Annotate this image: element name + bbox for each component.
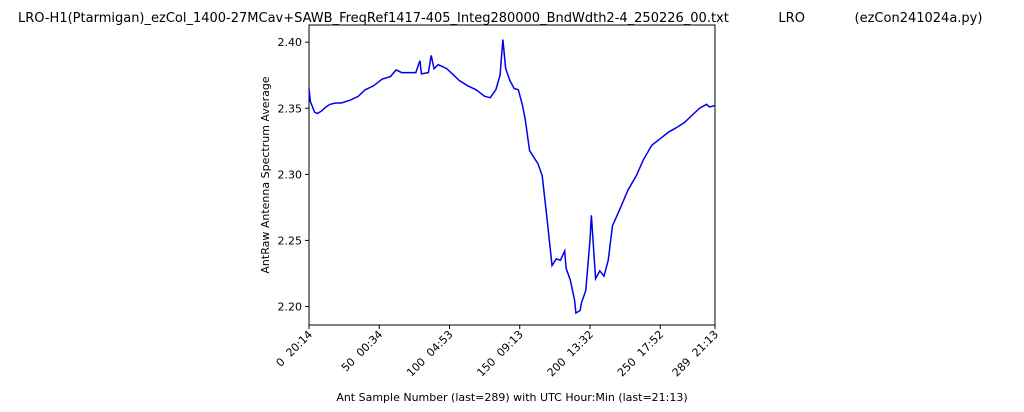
y-axis-label: AntRaw Antenna Spectrum Average <box>259 76 272 273</box>
data-line <box>308 39 716 315</box>
y-tick-label: 2.35 <box>278 102 303 115</box>
x-tick-label: 0 20:14 <box>274 328 316 370</box>
y-tick-label: 2.20 <box>278 300 303 313</box>
x-tick-label: 150 09:13 <box>474 328 525 379</box>
chart-title: LRO-H1(Ptarmigan)_ezCol_1400-27MCav+SAWB… <box>18 11 982 26</box>
plot-frame <box>308 24 716 326</box>
y-tick-label: 2.25 <box>278 234 303 247</box>
x-tick-label: 100 04:53 <box>404 328 455 379</box>
x-axis-label: Ant Sample Number (last=289) with UTC Ho… <box>336 391 687 404</box>
x-tick-label: 250 17:52 <box>615 328 666 379</box>
x-tick-label: 289 21:13 <box>670 328 721 379</box>
x-tick-label: 50 00:34 <box>339 328 385 374</box>
y-tick-label: 2.30 <box>278 168 303 181</box>
x-tick-label: 200 13:32 <box>545 328 596 379</box>
y-tick-label: 2.40 <box>278 36 303 49</box>
